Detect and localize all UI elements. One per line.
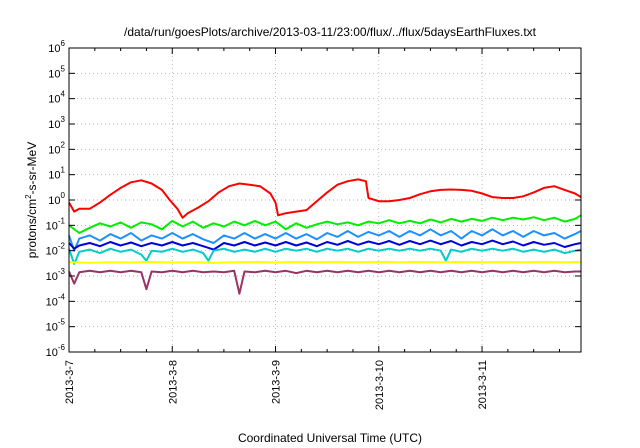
- grid-lines: [69, 48, 581, 352]
- y-tick-label: 10-6: [46, 343, 66, 359]
- y-tick-label: 100: [48, 191, 65, 207]
- y-axis-label-post: -s-sr-MeV: [25, 142, 39, 195]
- y-tick-label: 105: [48, 64, 65, 80]
- y-tick-exponent: 6: [61, 39, 66, 48]
- series-line-2: [68, 214, 582, 234]
- y-tick-base: 10: [46, 246, 58, 258]
- y-axis-label-sup: 2: [24, 194, 33, 199]
- y-tick-label: 106: [48, 39, 65, 55]
- y-tick-exponent: 1: [61, 166, 66, 175]
- y-tick-base: 10: [46, 271, 58, 283]
- y-tick-base: 10: [48, 119, 60, 131]
- series-line-5: [68, 247, 582, 265]
- x-axis-label: Coordinated Universal Time (UTC): [238, 431, 422, 445]
- x-tick-label: 2013-3-7: [64, 360, 76, 404]
- y-tick-exponent: -5: [58, 318, 66, 327]
- y-tick-exponent: -6: [58, 343, 66, 352]
- y-tick-exponent: 3: [61, 115, 66, 124]
- y-axis-label: protons/cm2-s-sr-MeV: [24, 142, 39, 258]
- series-line-7: [68, 269, 581, 295]
- y-tick-label: 103: [48, 115, 65, 131]
- y-tick-base: 10: [46, 322, 58, 334]
- y-tick-base: 10: [48, 94, 60, 106]
- y-tick-label: 10-4: [46, 292, 66, 308]
- series-line-1: [68, 178, 582, 219]
- y-tick-label: 102: [48, 140, 65, 156]
- y-tick-label: 101: [48, 166, 65, 182]
- x-tick-label: 2013-3-10: [374, 360, 386, 410]
- x-axis: 2013-3-7 2013-3-8 2013-3-9 2013-3-10 2013-3-…: [64, 48, 560, 410]
- y-tick-exponent: -4: [58, 292, 66, 301]
- y-tick-base: 10: [48, 170, 60, 182]
- x-tick-label: 2013-3-8: [167, 360, 179, 404]
- series-lines: [68, 178, 582, 295]
- y-axis: 10-610-510-410-310-210-11001011021031041…: [46, 39, 581, 359]
- y-tick-label: 10-5: [46, 318, 66, 334]
- y-tick-base: 10: [48, 195, 60, 207]
- x-tick-label: 2013-3-11: [477, 360, 489, 409]
- y-tick-label: 104: [48, 90, 65, 106]
- y-tick-exponent: -3: [58, 267, 66, 276]
- chart-title: /data/run/goesPlots/archive/2013-03-11/2…: [124, 25, 537, 39]
- y-tick-exponent: 0: [61, 191, 66, 200]
- y-tick-exponent: -1: [58, 216, 66, 225]
- series-line-6: [68, 260, 582, 264]
- y-tick-exponent: -2: [58, 242, 66, 251]
- y-tick-label: 10-1: [46, 216, 66, 232]
- y-tick-base: 10: [46, 347, 58, 359]
- y-tick-exponent: 2: [61, 140, 66, 149]
- x-tick-label: 2013-3-9: [271, 360, 283, 404]
- y-tick-base: 10: [48, 43, 60, 55]
- y-tick-base: 10: [46, 220, 58, 232]
- y-tick-base: 10: [46, 296, 58, 308]
- series-line-3: [68, 228, 582, 252]
- y-tick-label: 10-3: [46, 267, 66, 283]
- series-line-4: [68, 239, 582, 251]
- y-tick-exponent: 4: [61, 90, 66, 99]
- y-tick-exponent: 5: [61, 64, 66, 73]
- y-tick-base: 10: [48, 144, 60, 156]
- y-tick-label: 10-2: [46, 242, 66, 258]
- y-tick-base: 10: [48, 68, 60, 80]
- y-axis-label-pre: protons/cm: [25, 199, 39, 258]
